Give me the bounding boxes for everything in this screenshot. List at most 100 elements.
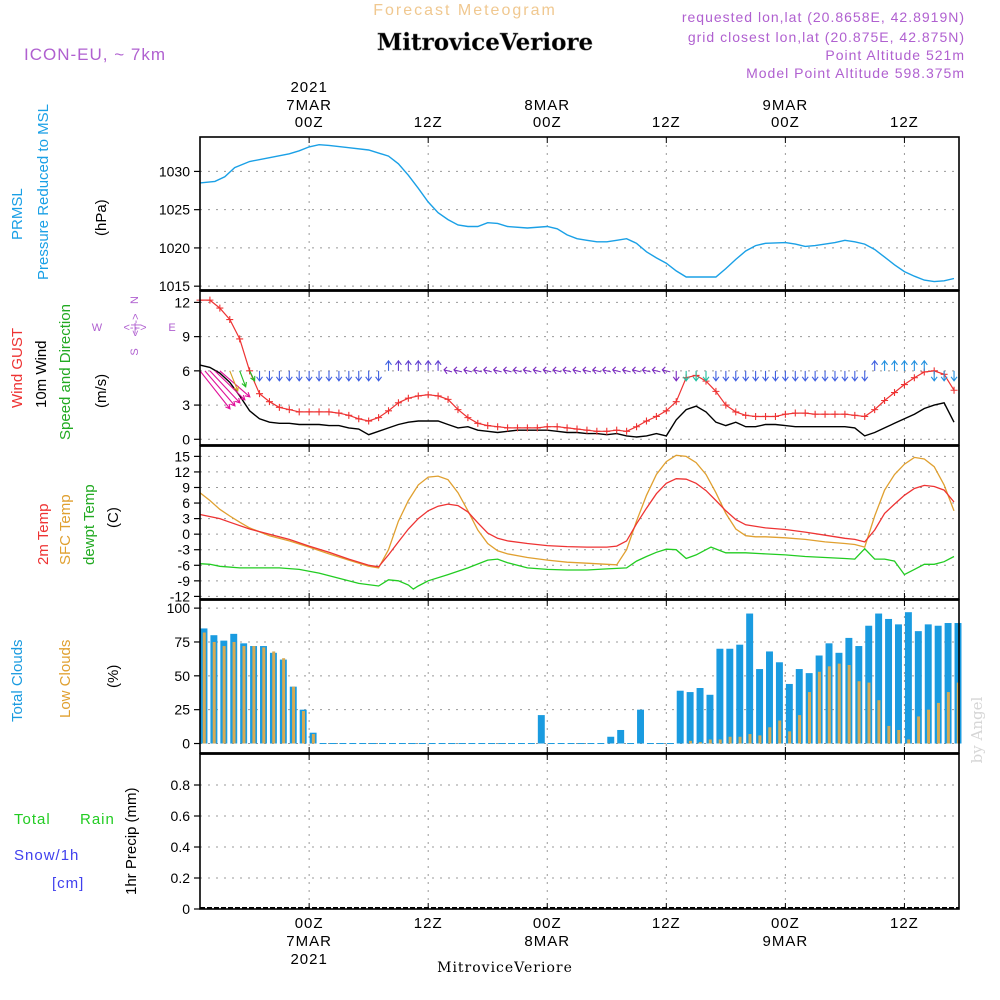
low-cloud-bar	[262, 647, 266, 744]
gust-marker	[315, 408, 323, 416]
gust-marker	[375, 414, 383, 422]
total-cloud-bar	[676, 690, 684, 744]
low-cloud-bar	[282, 658, 286, 744]
gust-marker	[642, 417, 650, 425]
pressure-ytick-label: 1025	[159, 202, 190, 218]
gust-marker	[563, 424, 571, 432]
wind-arrow	[732, 370, 740, 382]
wind-arrow	[742, 370, 750, 382]
total-cloud-bar	[726, 648, 734, 744]
wind-arrow	[434, 359, 442, 371]
low-cloud-bar	[728, 736, 732, 744]
gust-marker	[831, 410, 839, 418]
temp-frame	[199, 445, 960, 600]
gust-marker	[712, 387, 720, 395]
low-cloud-bar	[778, 720, 782, 744]
gust-marker	[256, 390, 264, 398]
compass-n: N	[129, 296, 141, 304]
gust-marker	[623, 427, 631, 435]
wind-arrow	[950, 370, 958, 382]
low-cloud-bar	[698, 742, 702, 744]
low-cloud-bar	[798, 715, 802, 744]
low-cloud-bar	[738, 736, 742, 744]
wind-arrow	[463, 366, 473, 375]
gust-marker	[325, 408, 333, 416]
clouds-ytick-label: 50	[174, 668, 190, 684]
total-cloud-bar	[637, 709, 644, 744]
wind-arrow	[702, 370, 710, 382]
total-cloud-bar	[914, 631, 922, 744]
gust-marker	[236, 335, 244, 343]
wind-arrow	[199, 370, 231, 410]
clouds-ytick-label: 75	[174, 634, 190, 650]
wind-arrow	[229, 370, 239, 392]
precip-frame	[199, 753, 960, 910]
low-cloud-bar	[232, 641, 236, 744]
top-date-label: 8MAR	[524, 97, 570, 114]
wind-arrow	[404, 359, 412, 371]
precip-ytick-label: 0.6	[171, 808, 191, 824]
top-year-label: 2021	[290, 79, 327, 96]
wind-arrow	[512, 366, 522, 375]
low-cloud-bar	[857, 681, 861, 744]
forecast-label: Forecast Meteogram	[373, 2, 557, 19]
wind-arrow	[502, 366, 512, 375]
low-cloud-bar	[718, 739, 722, 744]
gust-marker	[771, 412, 779, 420]
wind-arrow	[345, 370, 353, 382]
wind-arrow	[920, 359, 928, 371]
footer-location: MitroviceVeriore	[437, 960, 573, 976]
gust-marker	[226, 316, 234, 324]
gust-marker	[454, 406, 462, 414]
gust-marker	[603, 427, 611, 435]
wind-arrow	[542, 366, 552, 375]
total-cloud-bar	[775, 662, 783, 744]
gust-marker	[305, 408, 313, 416]
wind-ytick-label: 3	[182, 397, 190, 413]
model-altitude: Model Point Altitude 598.375m	[746, 65, 965, 81]
gust-marker	[275, 403, 283, 411]
wind-arrow	[424, 359, 432, 371]
wind-arrow	[841, 370, 849, 382]
gust-marker	[533, 424, 541, 432]
gust-marker	[543, 423, 551, 431]
bottom-year-label: 2021	[290, 951, 327, 968]
gust-marker	[672, 398, 680, 406]
low-cloud-bar	[946, 692, 950, 744]
wind-arrow	[661, 366, 671, 375]
wind-arrow	[811, 370, 819, 382]
total-cloud-bar	[766, 651, 773, 744]
gust-marker	[265, 398, 273, 406]
low-cloud-bar	[817, 671, 821, 744]
wind-arrow	[930, 370, 938, 382]
frames-layer	[194, 136, 960, 910]
wind-arrow	[762, 370, 769, 382]
wind-arrow	[910, 359, 918, 371]
wind-arrow	[355, 370, 363, 382]
wind-arrow	[305, 370, 313, 382]
total-cloud-bar	[746, 613, 754, 744]
gust-marker	[504, 424, 512, 432]
gust-marker	[950, 386, 958, 394]
gust-marker	[394, 399, 402, 407]
location-title: MitroviceVeriore	[377, 29, 593, 56]
pressure-label-long: Pressure Reduced to MSL	[35, 104, 52, 280]
top-hour-label: 12Z	[652, 114, 681, 131]
clouds-frame	[199, 599, 960, 754]
total-cloud-bar	[785, 683, 793, 744]
wind-arrow	[851, 370, 859, 382]
bottom-date-label: 9MAR	[763, 933, 809, 950]
pressure-ytick-label: 1030	[159, 163, 190, 179]
wind-arrow	[891, 359, 898, 371]
wind-unit: (m/s)	[93, 374, 110, 408]
wind-arrow	[209, 370, 241, 404]
low-cloud-bar	[917, 716, 921, 744]
closest-coords: grid closest lon,lat (20.875E, 42.875N)	[688, 29, 965, 45]
low-cloud-bar	[301, 711, 305, 744]
grid-layer	[200, 137, 959, 910]
wind-arrow	[861, 370, 869, 382]
pressure-label-short: PRMSL	[9, 188, 26, 240]
gust-marker	[424, 391, 432, 399]
model-label: ICON-EU, ~ 7km	[24, 45, 166, 64]
